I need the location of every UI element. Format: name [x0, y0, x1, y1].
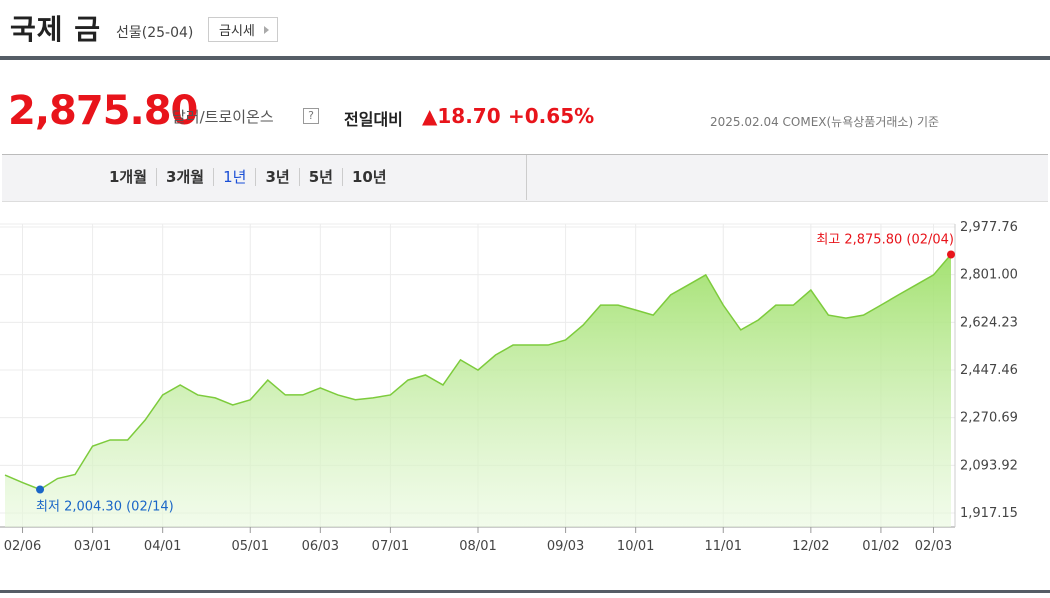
- y-tick-label: 2,093.92: [960, 458, 1018, 473]
- area: [5, 254, 951, 527]
- x-tick-label: 09/03: [547, 539, 584, 554]
- title: 국제 금: [10, 13, 102, 46]
- x-tick-label: 08/01: [459, 539, 496, 554]
- change: ▲18.70: [422, 104, 501, 128]
- change-pct: +0.65%: [508, 104, 595, 128]
- tab[interactable]: 10년: [341, 168, 396, 186]
- divider: [0, 56, 1050, 60]
- extreme-marker: [947, 250, 955, 259]
- tab[interactable]: 1개월: [109, 168, 148, 186]
- change-label: 전일대비: [344, 110, 403, 129]
- x-tick-label: 02/03: [915, 539, 952, 554]
- x-tick-label: 05/01: [232, 539, 269, 554]
- x-tick-label: 07/01: [372, 539, 409, 554]
- price-unit: 달러/트로이온스: [172, 108, 274, 126]
- line: [4, 254, 952, 491]
- date-note: 2025.02.04 COMEX(뉴욕상품거래소) 기준: [710, 115, 940, 129]
- divider: [0, 590, 1050, 593]
- annotation: 최저 2,004.30 (02/14): [36, 499, 174, 514]
- price: 2,875.80: [8, 88, 198, 134]
- x-tick-label: 12/02: [792, 539, 829, 554]
- tab[interactable]: 3년: [255, 168, 298, 186]
- chart: 2,977.76 2,801.00 2,624.23 2,447.46 2,270.69…: [0, 220, 1018, 554]
- subtitle: 선물(25-04): [116, 25, 194, 41]
- tab-list: 1개월 3개월 1년 3년 5년 10년: [100, 168, 396, 186]
- x-tick-label: 11/01: [705, 539, 742, 554]
- y-tick-label: 1,917.15: [960, 506, 1018, 521]
- x-tick-label: 10/01: [617, 539, 654, 554]
- y-tick-label: 2,801.00: [960, 268, 1018, 283]
- y-tick-label: 2,624.23: [960, 315, 1018, 330]
- tab[interactable]: 1년: [213, 168, 255, 186]
- y-tick-label: 2,270.69: [960, 411, 1018, 426]
- tab-bar: [2, 154, 1048, 202]
- help-icon[interactable]: ?: [303, 108, 319, 124]
- tab[interactable]: 3개월: [156, 168, 213, 186]
- x-tick-label: 03/01: [74, 539, 111, 554]
- annotation: 최고 2,875.80 (02/04): [816, 232, 954, 247]
- tab-separator: [526, 155, 527, 200]
- x-tick-label: 06/03: [302, 539, 339, 554]
- y-tick-label: 2,977.76: [960, 220, 1018, 235]
- x-tick-label: 02/06: [4, 539, 41, 554]
- tab[interactable]: 5년: [298, 168, 342, 186]
- y-tick-label: 2,447.46: [960, 363, 1018, 378]
- x-tick-label: 04/01: [144, 539, 181, 554]
- extreme-marker: [36, 485, 45, 494]
- gold-price-button[interactable]: 금시세: [208, 17, 278, 42]
- x-tick-label: 01/02: [862, 539, 899, 554]
